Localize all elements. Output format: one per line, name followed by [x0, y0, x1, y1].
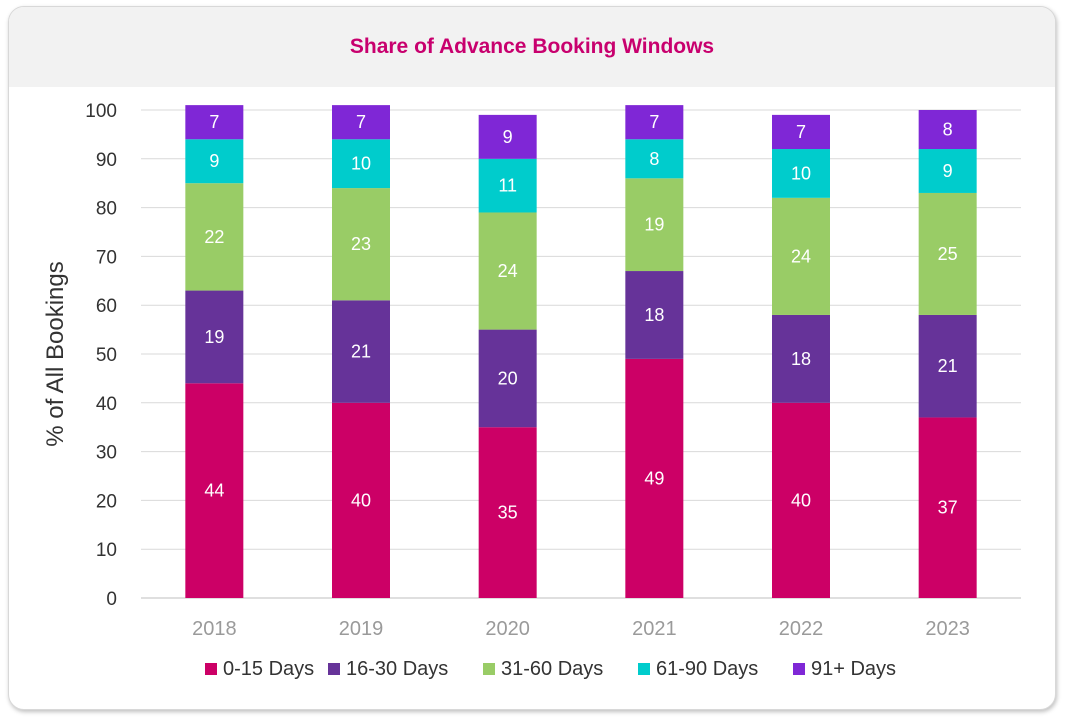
legend-swatch [483, 663, 495, 675]
data-label: 25 [938, 244, 958, 264]
bar-segment [772, 402, 830, 598]
bar-segment [478, 212, 537, 330]
bar-segment [625, 105, 684, 140]
bar-segment [185, 105, 244, 140]
x-tick-label: 2020 [485, 618, 530, 640]
legend-swatch [328, 663, 340, 675]
bar-segment [772, 314, 830, 403]
legend-label: 0-15 Days [223, 658, 314, 680]
data-label: 9 [943, 161, 953, 181]
title-bar: Share of Advance Booking Windows [9, 7, 1055, 87]
legend: 0-15 Days 16-30 Days 31-60 Days 61-90 Days 9… [205, 658, 896, 680]
chart-card: Share of Advance Booking Windows 0 10 20 30… [8, 6, 1056, 710]
legend-swatch [638, 663, 650, 675]
y-tick-label: 90 [96, 150, 117, 171]
data-label: 11 [498, 176, 517, 196]
bar-segment [185, 139, 244, 184]
bar-segment [332, 188, 390, 301]
bar-segment [918, 110, 977, 150]
data-label: 18 [791, 349, 811, 369]
bar-segment [332, 105, 390, 140]
data-label: 24 [498, 261, 518, 281]
legend-label: 91+ Days [811, 658, 896, 680]
data-label: 23 [351, 234, 371, 254]
legend-swatch [793, 663, 805, 675]
x-axis-ticks: 2018 2019 2020 2021 2022 2023 [192, 618, 970, 640]
data-label: 7 [356, 112, 366, 132]
data-label: 7 [796, 122, 806, 142]
legend-label: 61-90 Days [656, 658, 758, 680]
y-tick-label: 0 [106, 589, 117, 610]
data-label: 40 [351, 490, 371, 510]
bar-segment [332, 402, 390, 598]
bar-segment [625, 178, 684, 272]
data-label: 21 [351, 342, 371, 362]
y-tick-label: 50 [96, 345, 117, 366]
y-axis-ticks: 0 10 20 30 40 50 60 70 80 90 100 [85, 101, 117, 610]
x-tick-label: 2019 [339, 618, 384, 640]
bar-segment [332, 139, 390, 189]
chart-title: Share of Advance Booking Windows [349, 35, 715, 58]
y-tick-label: 10 [96, 540, 117, 561]
bars: 44 19 22 9 7 40 21 23 10 7 35 20 24 11 9 49 18 19 8 7 40 18 24… [185, 105, 977, 598]
bar-segment [478, 427, 537, 598]
data-label: 19 [644, 215, 664, 235]
data-label: 20 [498, 368, 518, 388]
stacked-bar-chart: 0 10 20 30 40 50 60 70 80 90 100 % of All Bookings… [42, 101, 1021, 680]
y-tick-label: 30 [96, 443, 117, 464]
y-axis-label: % of All Bookings [42, 261, 69, 446]
bar-segment [478, 329, 537, 428]
data-label: 8 [649, 149, 659, 169]
data-label: 37 [938, 498, 958, 518]
bar-segment [625, 139, 684, 179]
data-label: 24 [791, 246, 811, 266]
data-label: 9 [209, 151, 219, 171]
x-tick-label: 2018 [192, 618, 237, 640]
bar-segment [625, 271, 684, 359]
bar-segment [918, 149, 977, 193]
bar-segment [478, 114, 537, 159]
data-label: 7 [649, 112, 659, 132]
data-label: 8 [943, 120, 953, 140]
bar-segment [918, 417, 977, 598]
bar-segment [918, 314, 977, 418]
data-label: 19 [204, 327, 224, 347]
x-tick-label: 2022 [779, 618, 824, 640]
data-label: 44 [204, 481, 224, 501]
bar-segment [478, 158, 537, 213]
data-label: 35 [498, 503, 518, 523]
bar-segment [332, 300, 390, 403]
bar-segment [918, 192, 977, 315]
y-tick-label: 40 [96, 394, 117, 415]
bar-segment [185, 183, 244, 291]
legend-swatch [205, 663, 217, 675]
bar-segment [772, 149, 830, 198]
legend-label: 16-30 Days [346, 658, 448, 680]
y-tick-label: 70 [96, 247, 117, 268]
data-label: 18 [644, 305, 664, 325]
x-tick-label: 2023 [925, 618, 970, 640]
bar-segment [625, 358, 684, 598]
bar-segment [185, 383, 244, 598]
data-label: 21 [938, 356, 958, 376]
x-tick-label: 2021 [632, 618, 677, 640]
bar-segment [185, 290, 244, 384]
y-tick-label: 20 [96, 491, 117, 512]
data-label: 9 [503, 127, 513, 147]
y-tick-label: 100 [85, 101, 117, 122]
data-label: 10 [791, 163, 811, 183]
y-tick-label: 60 [96, 296, 117, 317]
gridlines [141, 109, 1021, 599]
bar-segment [772, 197, 830, 315]
legend-label: 31-60 Days [501, 658, 603, 680]
bar-segment [772, 114, 830, 150]
data-label: 7 [209, 112, 219, 132]
data-label: 10 [351, 154, 371, 174]
y-tick-label: 80 [96, 199, 117, 220]
data-label: 40 [791, 490, 811, 510]
data-label: 22 [204, 227, 224, 247]
data-label: 49 [644, 468, 664, 488]
